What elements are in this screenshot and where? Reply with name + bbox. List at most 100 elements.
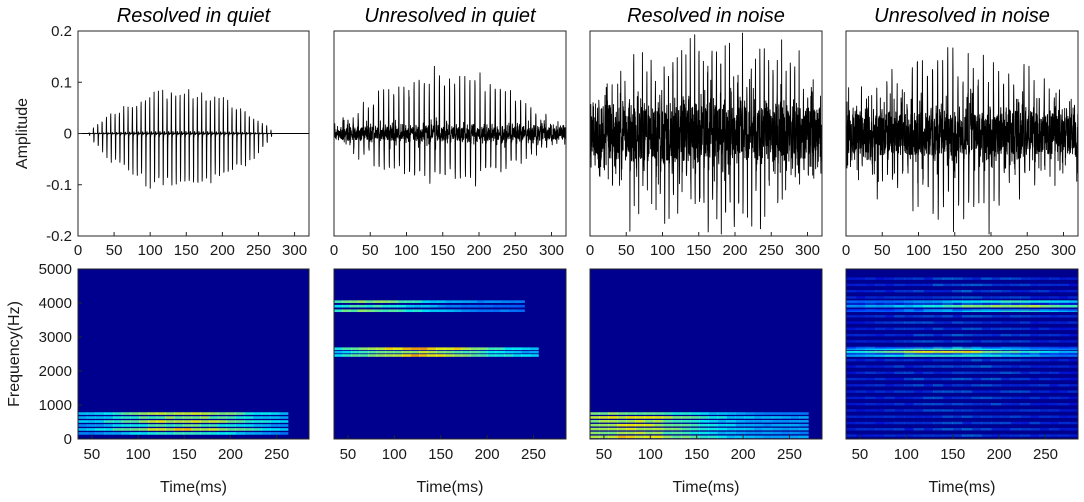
spectral-line [875,384,886,387]
spectral-line [235,432,245,435]
spectral-line [662,431,673,435]
spectral-line [855,377,866,381]
spectral-line [444,300,454,303]
spectral-line [913,377,924,381]
spectral-line [112,420,123,423]
spectral-line [846,377,857,381]
spectrogram-panel-4: 50 100 150 200 250 Time(ms) [845,268,1079,496]
spectral-line [235,424,245,427]
spectral-line [599,412,609,415]
spectral-line [855,283,866,287]
spectral-line [952,434,963,437]
spectral-line [495,347,505,350]
spectral-line [397,300,406,303]
spectral-line [933,359,944,362]
spectral-line [952,409,963,412]
spectral-line [1039,359,1050,362]
spectral-line [913,315,924,318]
spectral-line [744,427,755,431]
spectral-line [708,435,718,439]
spectral-line [726,412,736,415]
spectral-line [865,371,876,374]
spectral-line [147,432,158,435]
spectral-line [952,402,963,406]
spectral-line [104,420,114,423]
spectral-line [653,416,664,419]
spectral-line [789,416,800,419]
spectral-line [1049,390,1060,393]
spectral-line [991,296,1002,299]
spectral-line [1058,415,1069,418]
spectral-line [923,359,934,362]
x-tick-label: 250 [1015,242,1040,259]
spectral-line [991,302,1002,305]
energy-band [846,277,1078,437]
spectral-line [952,350,963,354]
x-tick-label: 50 [362,242,379,259]
spectral-line [680,423,691,427]
spectral-line [617,420,627,423]
spectral-line [913,350,924,354]
spectral-line [923,350,934,354]
spectral-line [865,302,876,305]
spectral-line [942,350,953,354]
spectral-line [780,435,791,439]
spectral-line [389,309,399,313]
spectral-line [1039,350,1050,354]
x-tick-label: 0 [842,242,850,259]
spectral-line [644,427,655,431]
spectral-line [865,289,876,293]
spectral-line [952,277,963,280]
x-tick-label: 200 [722,242,747,259]
spectral-line [1049,327,1060,331]
spectral-line [1058,434,1069,437]
spectral-line [735,427,746,431]
spectral-line [855,354,866,357]
spectral-line [923,409,934,412]
spectral-line [78,416,88,419]
panel-title: Resolved in quiet [117,5,272,27]
spectral-line [478,347,488,350]
spectral-line [717,431,727,435]
spectral-line [1029,352,1040,356]
spectral-line [962,421,973,425]
x-tick-label: 250 [521,446,546,463]
spectral-line [875,354,886,357]
spectral-line [933,352,944,356]
spectral-line [981,289,992,293]
spectral-line [894,308,905,312]
spectral-line [904,354,915,357]
spectral-line [476,300,486,303]
spectral-line [884,308,895,312]
spectral-line [1049,421,1060,425]
spectral-line [393,354,403,357]
spectral-line [635,416,646,419]
spectral-line [942,384,953,387]
spectral-line [904,289,915,293]
spectral-line [971,377,982,381]
spectral-line [981,300,992,303]
spectral-line [780,416,791,419]
spectral-line [1020,289,1031,293]
spectral-line [1068,377,1078,381]
spectral-line [952,354,963,357]
x-tick-label: 50 [852,446,869,463]
x-tick-label: 50 [340,446,357,463]
spectral-line [156,428,166,431]
spectral-line [971,315,982,318]
spectral-line [468,309,478,313]
spectral-line [156,412,166,415]
spectral-line [1049,333,1060,337]
spectral-line [121,416,132,419]
spectral-line [913,321,924,324]
spectral-line [865,365,876,368]
spectral-line [1039,402,1050,406]
spectral-line [492,300,502,303]
spectral-line [846,409,857,412]
y-tick-label: 3000 [39,329,72,346]
spectral-line [933,289,944,293]
spectral-line [617,412,627,415]
spectral-line [484,304,494,308]
spectral-line [504,350,514,354]
x-tick-label: 100 [638,446,663,463]
